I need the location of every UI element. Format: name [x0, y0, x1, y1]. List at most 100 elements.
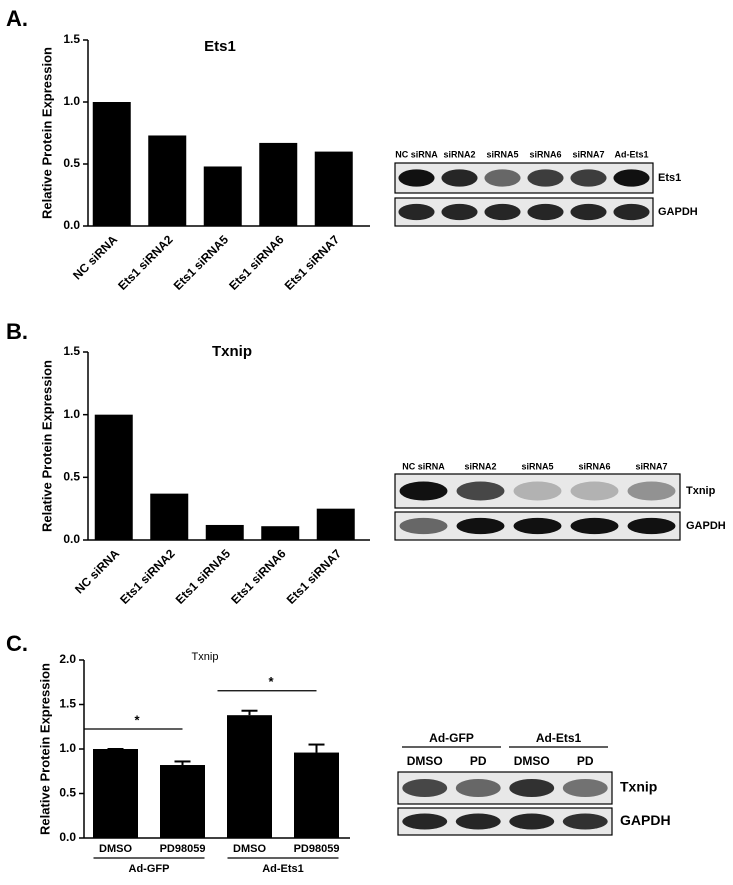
bar	[294, 752, 339, 838]
bar	[148, 135, 187, 226]
blot-band	[527, 203, 564, 221]
row-label: Ets1	[658, 172, 681, 184]
lane-label: siRNA5	[521, 461, 553, 471]
x-tick-label: PD98059	[294, 843, 340, 855]
lane-label: NC siRNA	[402, 461, 445, 471]
blot-band	[509, 778, 555, 798]
y-tick-label: 2.0	[59, 652, 76, 666]
panel-label: C.	[6, 631, 28, 656]
y-tick-label: 0.0	[59, 830, 76, 844]
blot-band	[613, 203, 650, 221]
blot-band	[398, 169, 435, 187]
significance-label: *	[134, 712, 140, 727]
chart-title: Txnip	[212, 343, 252, 360]
x-tick-label: DMSO	[99, 843, 132, 855]
group-label: Ad-GFP	[129, 863, 170, 875]
y-axis-label: Relative Protein Expression	[39, 360, 54, 532]
lane-label: Ad-Ets1	[614, 149, 648, 159]
lane-label: DMSO	[407, 754, 443, 768]
chart-title: Txnip	[192, 651, 219, 663]
blot-box	[394, 162, 654, 194]
y-axis-label: Relative Protein Expression	[39, 47, 54, 219]
chart-title: Ets1	[204, 38, 236, 55]
row-label: GAPDH	[686, 520, 726, 532]
y-axis-label: Relative Protein Expression	[37, 663, 52, 835]
lane-label: siRNA2	[464, 461, 496, 471]
panel-label: A.	[6, 6, 28, 31]
blot-band	[513, 517, 562, 535]
bar	[314, 151, 353, 226]
blot-band	[562, 778, 608, 798]
y-tick-label: 1.5	[63, 32, 80, 46]
group-label: Ad-Ets1	[262, 863, 304, 875]
bar	[150, 493, 189, 540]
lane-label: siRNA5	[486, 149, 518, 159]
y-tick-label: 0.0	[63, 532, 80, 546]
blot-band	[570, 517, 619, 535]
blot-band	[527, 169, 564, 187]
blot-band	[509, 813, 555, 830]
blot-band	[441, 203, 478, 221]
y-tick-label: 0.5	[59, 786, 76, 800]
blot-band	[456, 481, 505, 501]
y-tick-label: 1.0	[63, 94, 80, 108]
blot-band	[402, 778, 448, 798]
lane-label: PD	[470, 754, 487, 768]
blot-band	[402, 813, 448, 830]
blot-band	[398, 203, 435, 221]
group-label: Ad-GFP	[429, 731, 474, 745]
bar	[92, 102, 131, 226]
row-label: Txnip	[620, 779, 657, 795]
group-label: Ad-Ets1	[536, 731, 582, 745]
row-label: GAPDH	[658, 206, 698, 218]
lane-label: siRNA2	[443, 149, 475, 159]
bar	[261, 526, 300, 540]
bar	[94, 414, 133, 540]
error-bar	[174, 760, 191, 766]
bar	[205, 524, 244, 540]
y-tick-label: 1.0	[63, 407, 80, 421]
bar	[93, 749, 138, 838]
panel-label: B.	[6, 319, 28, 344]
error-bar	[308, 743, 325, 753]
blot-band	[627, 481, 676, 501]
y-tick-label: 0.5	[63, 470, 80, 484]
blot-band	[455, 813, 501, 830]
x-tick-label: PD98059	[160, 843, 206, 855]
x-tick-label: DMSO	[233, 843, 266, 855]
lane-label: siRNA6	[578, 461, 610, 471]
bar	[259, 142, 298, 226]
y-tick-label: 1.0	[59, 741, 76, 755]
blot-band	[484, 169, 521, 187]
error-bar	[241, 709, 258, 716]
bar	[316, 508, 355, 540]
bar	[227, 715, 272, 838]
blot-band	[441, 169, 478, 187]
lane-label: NC siRNA	[395, 149, 438, 159]
lane-label: PD	[577, 754, 594, 768]
blot-band	[562, 813, 608, 830]
significance-label: *	[268, 674, 274, 689]
y-tick-label: 1.5	[59, 697, 76, 711]
y-tick-label: 0.0	[63, 218, 80, 232]
lane-label: siRNA7	[572, 149, 604, 159]
blot-band	[570, 481, 619, 501]
blot-band	[613, 169, 650, 187]
blot-band	[570, 169, 607, 187]
blot-band	[456, 517, 505, 535]
row-label: GAPDH	[620, 812, 671, 828]
bar	[203, 166, 242, 226]
lane-label: DMSO	[514, 754, 550, 768]
blot-band	[455, 778, 501, 798]
y-tick-label: 0.5	[63, 156, 80, 170]
blot-band	[513, 481, 562, 501]
blot-band	[399, 517, 448, 535]
blot-band	[570, 203, 607, 221]
blot-band	[627, 517, 676, 535]
y-tick-label: 1.5	[63, 344, 80, 358]
blot-band	[484, 203, 521, 221]
blot-band	[399, 481, 448, 501]
lane-label: siRNA7	[635, 461, 667, 471]
blot-box	[394, 197, 654, 227]
